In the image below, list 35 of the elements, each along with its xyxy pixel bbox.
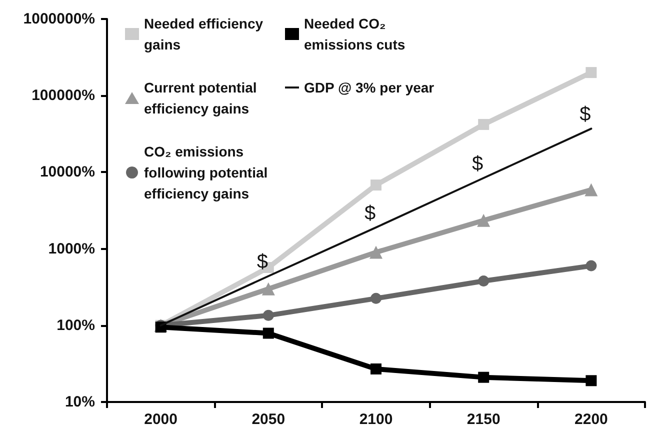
x-tick-label: 2000 <box>144 411 178 428</box>
legend-label: Needed CO₂ emissions cuts <box>304 16 406 52</box>
x-tick-label: 2100 <box>359 411 393 428</box>
point <box>478 372 490 383</box>
point <box>477 214 490 227</box>
legend-label: GDP @ 3% per year <box>304 80 435 96</box>
point <box>262 310 274 321</box>
point <box>586 260 597 272</box>
point <box>370 180 382 191</box>
x-tick-label: 2150 <box>466 411 500 428</box>
legend-label: CO₂ emissions following potential efficiency gains <box>144 144 268 202</box>
annotation: $ <box>256 251 268 274</box>
legend-label: Needed efficiency gains <box>144 16 264 52</box>
y-tick-label: 1000% <box>48 240 95 258</box>
point <box>262 328 274 339</box>
annotation: $ <box>364 202 376 224</box>
point <box>586 375 597 386</box>
point <box>370 246 382 259</box>
x-tick-label: 2050 <box>252 411 286 428</box>
point <box>586 67 597 78</box>
y-tick-label: 10% <box>64 394 95 410</box>
point <box>478 275 490 286</box>
y-tick-label: 100000% <box>32 87 95 104</box>
point <box>370 292 382 304</box>
point <box>478 118 490 130</box>
y-tick-label: 10000% <box>40 164 95 181</box>
y-tick-label: 1000000% <box>23 10 95 28</box>
legend-label: Current potential efficiency gains <box>144 80 257 116</box>
point <box>370 363 382 374</box>
y-tick-label: 100% <box>56 316 95 334</box>
point <box>584 183 598 196</box>
annotation: $ <box>580 104 591 126</box>
point <box>262 282 275 296</box>
x-tick-label: 2200 <box>574 411 608 428</box>
annotation: $ <box>472 153 484 175</box>
